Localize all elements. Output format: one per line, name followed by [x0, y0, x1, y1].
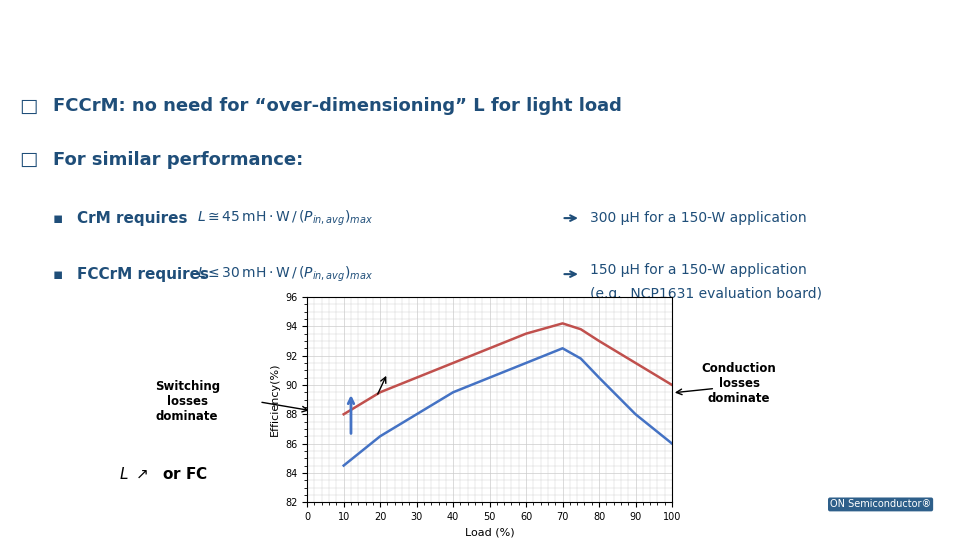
Text: ON Semiconductor®: ON Semiconductor®: [830, 500, 931, 509]
Y-axis label: Efficiency(%): Efficiency(%): [270, 363, 279, 436]
X-axis label: Load (%): Load (%): [465, 528, 515, 537]
Text: FCCrM requires: FCCrM requires: [77, 267, 209, 282]
Text: (e.g., NCP1631 evaluation board): (e.g., NCP1631 evaluation board): [590, 287, 823, 301]
Text: Conduction
losses
dominate: Conduction losses dominate: [702, 362, 777, 406]
Text: $L \cong 45\,\mathrm{mH} \cdot \mathrm{W} \,/\, \left(P_{in,avg}\right)_{max}$: $L \cong 45\,\mathrm{mH} \cdot \mathrm{W…: [197, 208, 372, 228]
Text: □: □: [19, 150, 37, 170]
Text: ▪: ▪: [53, 211, 63, 226]
Text: CrM requires: CrM requires: [77, 211, 187, 226]
Text: $L$ $\nearrow$  or FC: $L$ $\nearrow$ or FC: [119, 465, 207, 482]
Text: □: □: [19, 97, 37, 116]
Text: ▪: ▪: [53, 267, 63, 282]
Text: 150 μH for a 150-W application: 150 μH for a 150-W application: [590, 262, 807, 276]
Text: $L \leq 30\,\mathrm{mH} \cdot \mathrm{W} \,/\, \left(P_{in,avg}\right)_{max}$: $L \leq 30\,\mathrm{mH} \cdot \mathrm{W}…: [197, 265, 372, 284]
Text: FCCrM Optimizes The Inductor Size: FCCrM Optimizes The Inductor Size: [14, 21, 564, 49]
Text: FCCrM: no need for “over-dimensioning” L for light load: FCCrM: no need for “over-dimensioning” L…: [53, 97, 622, 115]
Text: Switching
losses
dominate: Switching losses dominate: [155, 380, 220, 423]
Text: For similar performance:: For similar performance:: [53, 151, 303, 169]
Text: 300 μH for a 150-W application: 300 μH for a 150-W application: [590, 211, 807, 225]
